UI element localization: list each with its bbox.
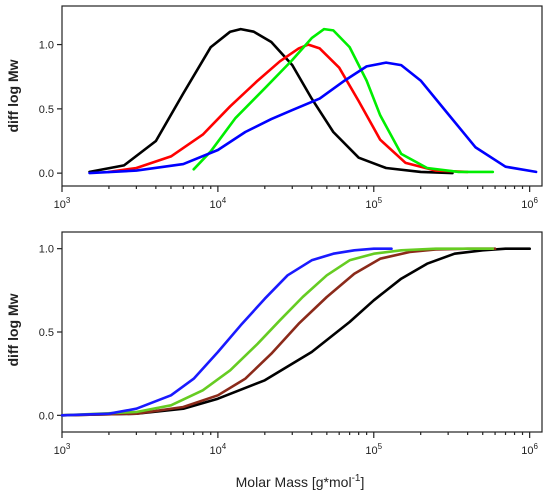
top-plot-frame: [61, 5, 543, 187]
x-axis-label-main: Molar Mass [g*mol: [236, 474, 352, 490]
x-axis-label: Molar Mass [g*mol-1]: [236, 473, 365, 490]
bottom-x-ticks: 103 104 105 106: [54, 432, 539, 457]
x-axis-label-end: ]: [360, 474, 364, 490]
top-series-line-3: [88, 61, 538, 175]
bottom-x-tick-label: 105: [365, 442, 382, 457]
bottom-x-tick-label: 103: [54, 442, 71, 457]
bottom-series-line-3: [60, 247, 393, 417]
bottom-y-tick-label: 1.0: [39, 244, 54, 256]
top-series-line-0: [88, 27, 454, 175]
bottom-y-tick-label: 0.0: [39, 410, 54, 422]
top-y-axis-label: diff log Mw: [5, 59, 21, 132]
top-x-tick-label: 103: [54, 196, 71, 211]
bottom-series-lines: [60, 247, 532, 417]
top-panel: 0.0 0.5 1.0 103 104 105 106 diff log Mw: [5, 5, 543, 211]
bottom-x-tick-label: 104: [210, 442, 227, 457]
bottom-x-tick-label: 106: [521, 442, 538, 457]
top-series-line-2: [192, 27, 495, 174]
top-y-tick-label: 0.5: [39, 104, 54, 116]
top-y-tick-label: 0.0: [39, 168, 54, 180]
top-x-tick-label: 105: [365, 196, 382, 211]
bottom-series-line-0: [60, 247, 532, 417]
bottom-y-tick-label: 0.5: [39, 327, 54, 339]
top-series-lines: [88, 27, 538, 175]
top-y-ticks: 0.0 0.5 1.0: [39, 40, 62, 180]
bottom-series-line-1: [60, 247, 497, 417]
bottom-series-line-2: [60, 247, 495, 417]
top-x-tick-label: 106: [521, 196, 538, 211]
top-y-tick-label: 1.0: [39, 40, 54, 52]
bottom-plot-frame: [61, 231, 543, 433]
bottom-y-ticks: 0.0 0.5 1.0: [39, 244, 62, 422]
x-axis-label-sup: -1: [352, 473, 361, 484]
bottom-y-axis-label: diff log Mw: [5, 293, 21, 366]
bottom-panel: 0.0 0.5 1.0 103 104 105 106 diff log Mw Molar…: [5, 231, 543, 490]
top-x-tick-label: 104: [210, 196, 227, 211]
top-x-ticks: 103 104 105 106: [54, 186, 539, 211]
